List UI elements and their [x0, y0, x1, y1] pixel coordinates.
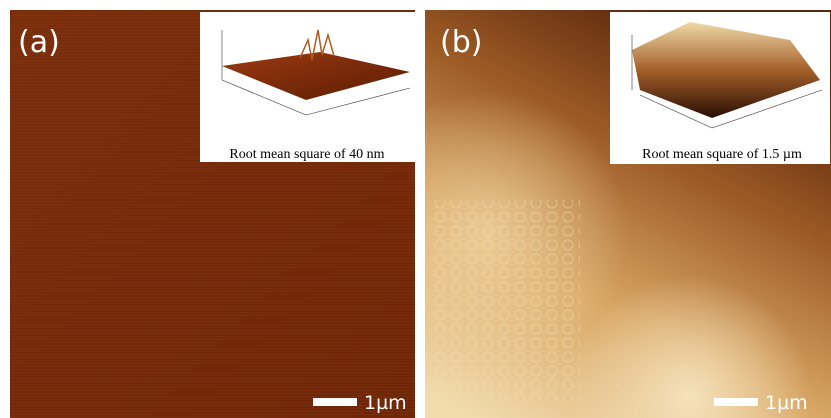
panel-a: (a) Root mean square of 40 nm 1µm: [10, 10, 416, 418]
panel-label: (a): [18, 25, 60, 60]
panel-label: (b): [440, 25, 482, 60]
inset-caption: Root mean square of 40 nm: [229, 147, 384, 162]
figure: (a) Root mean square of 40 nm 1µm (b) Ro…: [0, 0, 831, 418]
page: {"panels": [ {"label": "(a)", "inset_cap…: [0, 0, 831, 418]
scale-bar: [714, 398, 758, 406]
scale-label: 1µm: [765, 392, 808, 414]
grain-texture: [430, 200, 580, 400]
panel-b: (b) Root mean square of 1.5 µm 1µm: [425, 10, 831, 418]
scale-label: 1µm: [364, 392, 407, 414]
scale-bar: [313, 398, 357, 406]
inset-caption: Root mean square of 1.5 µm: [642, 147, 802, 162]
